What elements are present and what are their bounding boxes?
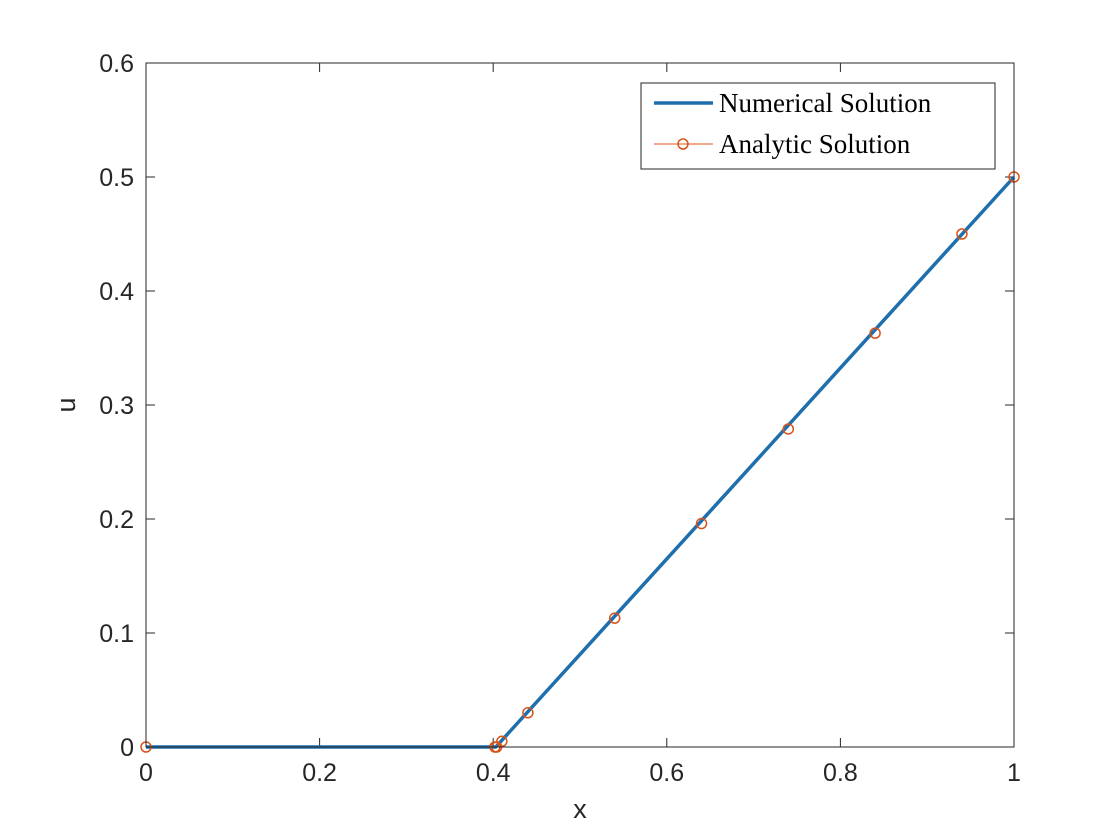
x-tick-label: 1 bbox=[1007, 759, 1021, 787]
legend: Numerical Solution Analytic Solution bbox=[640, 82, 996, 170]
x-axis-label: x bbox=[573, 794, 587, 824]
legend-label-analytic: Analytic Solution bbox=[719, 129, 911, 159]
ticks-layer: 0 0.2 0.4 0.6 0.8 1 0 0.1 0.2 0.3 0.4 0.5 0.6 bbox=[99, 50, 1021, 787]
y-tick-label: 0.2 bbox=[99, 506, 134, 534]
legend-label-numerical: Numerical Solution bbox=[719, 88, 932, 118]
y-tick-label: 0.3 bbox=[99, 392, 134, 420]
y-tick-label: 0.5 bbox=[99, 164, 134, 192]
analytic-solution-point bbox=[869, 327, 881, 339]
analytic-solution-point bbox=[782, 423, 795, 435]
y-tick-label: 0.4 bbox=[99, 278, 134, 306]
y-tick-label: 0.1 bbox=[99, 620, 134, 648]
plot-area bbox=[146, 63, 1014, 747]
x-tick-label: 0.2 bbox=[302, 759, 337, 787]
legend-marker-analytic bbox=[677, 138, 689, 150]
analytic-solution-point bbox=[695, 517, 708, 530]
x-tick-label: 0.4 bbox=[476, 759, 511, 787]
x-tick-label: 0.6 bbox=[649, 759, 684, 787]
analytic-solution-point bbox=[956, 228, 968, 240]
y-axis-label: u bbox=[51, 397, 81, 412]
y-tick-label: 0 bbox=[120, 734, 134, 762]
plot-frame bbox=[145, 62, 1015, 748]
legend-box bbox=[640, 82, 996, 170]
y-tick-label: 0.6 bbox=[99, 50, 134, 78]
analytic-solution-point bbox=[496, 735, 508, 748]
analytic-solution-point bbox=[608, 612, 621, 624]
analytic-solution-point bbox=[522, 707, 534, 719]
x-tick-label: 0 bbox=[139, 759, 153, 787]
x-tick-label: 0.8 bbox=[823, 759, 858, 787]
